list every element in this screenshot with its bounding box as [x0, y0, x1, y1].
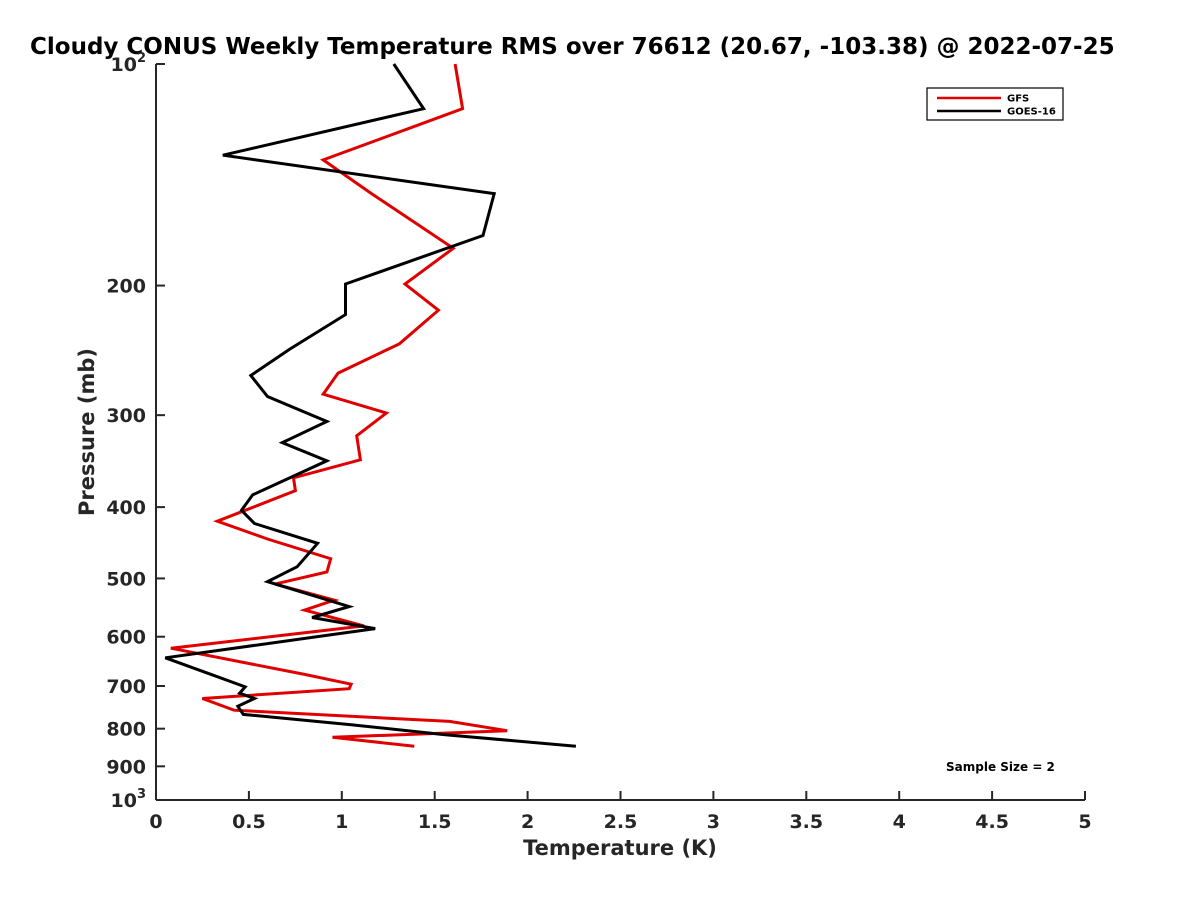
x-tick-label: 0.5 — [232, 811, 266, 833]
y-tick-label: 102 — [111, 51, 147, 76]
legend-label: GFS — [1007, 94, 1029, 105]
y-tick-label: 800 — [106, 719, 146, 741]
x-tick-label: 4 — [893, 811, 906, 833]
legend-label: GOES-16 — [1007, 107, 1056, 118]
y-tick-label: 500 — [106, 568, 146, 590]
y-axis-label: Pressure (mb) — [75, 348, 99, 516]
y-axis-ticks: 102 200 300 400 500 600 700 800 900 103 — [106, 51, 165, 812]
y-tick-label: 900 — [106, 756, 146, 778]
legend: GFS GOES-16 — [926, 87, 1064, 121]
x-tick-label: 1.5 — [418, 811, 452, 833]
x-tick-label: 3.5 — [789, 811, 823, 833]
x-axis-ticks: 0 0.5 1 1.5 2 2.5 3 3.5 4 4.5 5 — [149, 791, 1092, 833]
y-tick-label: 400 — [106, 497, 146, 519]
y-tick-label: 700 — [106, 676, 146, 698]
series-layer — [164, 63, 577, 748]
x-tick-label: 2.5 — [604, 811, 638, 833]
x-tick-label: 5 — [1078, 811, 1091, 833]
legend-box — [926, 87, 1064, 121]
y-tick-label: 103 — [111, 787, 147, 812]
y-tick-label: 200 — [106, 276, 146, 298]
x-tick-label: 2 — [521, 811, 534, 833]
y-tick-label: 600 — [106, 627, 146, 649]
series-line-goes-16 — [164, 63, 577, 748]
x-tick-label: 3 — [707, 811, 720, 833]
x-axis-label: Temperature (K) — [523, 836, 717, 860]
series-line-gfs — [170, 63, 508, 748]
x-tick-label: 0 — [149, 811, 162, 833]
chart-title: Cloudy CONUS Weekly Temperature RMS over… — [30, 34, 1115, 60]
sample-size-annotation: Sample Size = 2 — [946, 760, 1055, 774]
x-tick-label: 1 — [335, 811, 348, 833]
x-tick-label: 4.5 — [975, 811, 1009, 833]
y-tick-label: 300 — [106, 405, 146, 427]
